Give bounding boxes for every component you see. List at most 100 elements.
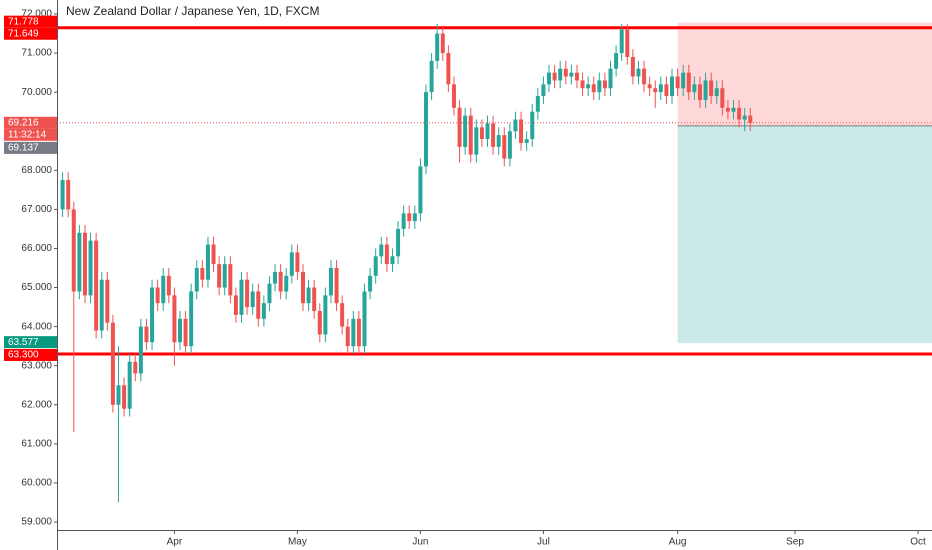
x-tick-label: Aug xyxy=(669,537,687,548)
candle-body xyxy=(686,72,691,93)
candle-body xyxy=(507,131,512,159)
candle-body xyxy=(429,60,434,93)
candle-body xyxy=(99,279,104,331)
candle-body xyxy=(245,279,250,308)
candle-body xyxy=(323,295,328,335)
candle-body xyxy=(496,135,501,147)
candle-body xyxy=(261,303,266,319)
candle-body xyxy=(524,139,529,143)
candle-body xyxy=(189,291,194,347)
candle-body xyxy=(150,287,155,343)
countdown-bg xyxy=(4,128,57,141)
candle-body xyxy=(334,268,339,304)
candle-body xyxy=(88,240,93,296)
candle-body xyxy=(418,166,423,214)
candle-body xyxy=(166,275,171,296)
candle-body xyxy=(552,72,557,81)
candle-body xyxy=(731,107,736,112)
candle-body xyxy=(233,295,238,315)
candle-body xyxy=(479,127,484,140)
candle-body xyxy=(737,107,742,120)
price-axis: 59.000 60.000 61.000 62.000 63.000 64.000 65.0… xyxy=(4,9,57,528)
candle-body xyxy=(362,291,367,347)
candle-body xyxy=(273,271,278,284)
candle-body xyxy=(407,213,412,222)
candle-body xyxy=(345,326,350,347)
candle-body xyxy=(312,287,317,311)
candle-body xyxy=(200,268,205,280)
candle-body xyxy=(692,84,697,93)
plot-area xyxy=(57,22,932,503)
candle-body xyxy=(356,318,361,347)
candle-body xyxy=(670,76,675,97)
candle-body xyxy=(619,29,624,54)
last-price-tag: 69.216 xyxy=(8,117,39,128)
y-tick-label: 63.000 xyxy=(21,360,52,371)
candle-body xyxy=(502,135,507,159)
candle-body xyxy=(446,53,451,85)
candle-body xyxy=(725,107,730,112)
stop-zone xyxy=(677,22,932,126)
candle-body xyxy=(658,84,663,93)
candle-body xyxy=(547,72,552,85)
candle-body xyxy=(373,256,378,276)
x-tick-label: Oct xyxy=(910,537,926,548)
candle-body xyxy=(71,209,76,292)
candle-body xyxy=(317,310,322,335)
candle-body xyxy=(379,244,384,257)
candle-body xyxy=(222,264,227,288)
x-tick-label: Jun xyxy=(412,537,428,548)
candle-body xyxy=(110,322,115,405)
candle-body xyxy=(66,180,71,210)
candle-body xyxy=(535,96,540,112)
last-price-tag-bg xyxy=(4,116,57,129)
y-tick-label: 65.000 xyxy=(21,282,52,293)
y-tick-label: 71.000 xyxy=(21,48,52,59)
candle-body xyxy=(647,84,652,89)
candle-body xyxy=(144,326,149,343)
candle-body xyxy=(653,88,658,93)
candle-body xyxy=(457,107,462,147)
candle-body xyxy=(127,361,132,409)
candle-body xyxy=(714,88,719,97)
candle-body xyxy=(306,287,311,304)
candle-body xyxy=(586,84,591,89)
candle-body xyxy=(122,385,127,409)
candle-body xyxy=(289,252,294,276)
candle-body xyxy=(256,291,261,319)
x-tick-label: Jul xyxy=(537,537,550,548)
candle-body xyxy=(194,268,199,292)
candle-body xyxy=(211,244,216,265)
stop-tag: 71.778 xyxy=(8,16,39,27)
chart-title: New Zealand Dollar / Japanese Yen, 1D, F… xyxy=(66,4,319,18)
candle-body xyxy=(116,385,121,405)
candle-body xyxy=(368,275,373,292)
candle-body xyxy=(301,271,306,304)
candle-body xyxy=(709,80,714,97)
candle-body xyxy=(340,303,345,327)
candle-body xyxy=(396,228,401,257)
candle-body xyxy=(205,244,210,280)
candle-body xyxy=(574,72,579,81)
target-tag-bg xyxy=(4,336,57,349)
candle-body xyxy=(748,115,753,123)
candle-body xyxy=(614,53,619,69)
x-tick-label: May xyxy=(288,537,307,548)
candle-body xyxy=(675,76,680,89)
candle-body xyxy=(440,33,445,54)
candle-body xyxy=(474,127,479,155)
candle-body xyxy=(625,29,630,57)
candle-body xyxy=(295,252,300,272)
candle-body xyxy=(630,56,635,77)
candle-body xyxy=(485,123,490,140)
candle-body xyxy=(580,80,585,89)
candle-body xyxy=(558,68,563,81)
candle-body xyxy=(250,291,255,308)
candle-body xyxy=(636,68,641,77)
candle-body xyxy=(77,232,82,292)
y-tick-label: 64.000 xyxy=(21,321,52,332)
y-tick-label: 62.000 xyxy=(21,399,52,410)
y-tick-label: 72.000 xyxy=(21,9,52,20)
candle-body xyxy=(284,275,289,292)
y-tick-label: 66.000 xyxy=(21,243,52,254)
